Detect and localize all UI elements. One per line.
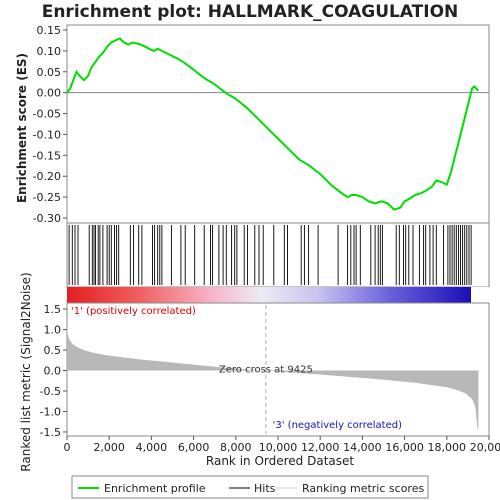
zero-cross-label: Zero cross at 9425 [219, 365, 313, 376]
es-y-tick-label: -0.10 [33, 128, 61, 141]
es-y-tick-label: -0.25 [33, 191, 61, 204]
x-tick-label: 18,000 [428, 441, 467, 454]
x-tick-label: 0 [64, 441, 71, 454]
legend-hits-label: Hits [254, 482, 276, 495]
chart-title: Enrichment plot: HALLMARK_COAGULATION [42, 2, 459, 22]
metric-y-tick-label: 0.5 [44, 344, 62, 357]
metric-y-tick-label: 1.0 [44, 324, 62, 337]
metric-y-tick-label: 0.0 [44, 365, 62, 378]
x-axis-label: Rank in Ordered Dataset [206, 454, 354, 468]
hits-panel [66, 222, 490, 288]
metric-panel: 1.5 1.0 0.5 0.0 -0.5 -1.0 -1.5 Zero cross at 9… [19, 272, 490, 472]
es-y-tick-label: -0.20 [33, 170, 61, 183]
x-tick-label: 16,000 [385, 441, 424, 454]
es-panel: 0.15 0.10 0.05 0.00 -0.05 -0.10 -0.15 -0.20 -0.2… [15, 24, 490, 225]
legend-enrichment-label: Enrichment profile [104, 482, 206, 495]
x-tick-label: 8,000 [220, 441, 252, 454]
ranking-color-bar [67, 287, 471, 303]
es-y-tick-label: 0.15 [37, 24, 62, 37]
metric-y-tick-label: -1.0 [40, 405, 61, 418]
x-tick-label: 6,000 [178, 441, 210, 454]
x-tick-label: 2,000 [93, 441, 125, 454]
x-tick-label: 4,000 [136, 441, 168, 454]
es-y-tick-label: 0.05 [37, 66, 62, 79]
metric-y-tick-label: 1.5 [44, 303, 62, 316]
x-tick-label: 10,000 [259, 441, 298, 454]
ranking-metric-area [67, 327, 479, 430]
es-y-tick-label: -0.15 [33, 149, 61, 162]
x-tick-label: 20,000 [470, 441, 500, 454]
es-y-axis-label: Enrichment score (ES) [15, 53, 29, 203]
legend-metric-label: Ranking metric scores [302, 482, 424, 495]
metric-y-axis-label: Ranked list metric (Signal2Noise) [19, 272, 33, 471]
es-y-tick-label: 0.00 [37, 87, 62, 100]
x-axis: 0 2,000 4,000 6,000 8,000 10,000 12,000 14,000 1… [64, 436, 500, 468]
positive-correlation-label: '1' (positively correlated) [71, 306, 196, 317]
negative-correlation-label: '3' (negatively correlated) [273, 420, 402, 431]
metric-y-tick-label: -1.5 [40, 426, 61, 439]
legend: Enrichment profile Hits Ranking metric s… [71, 475, 429, 499]
es-y-tick-label: -0.05 [33, 108, 61, 121]
x-tick-label: 12,000 [301, 441, 340, 454]
enrichment-profile-line [66, 37, 480, 211]
es-y-tick-label: -0.30 [33, 212, 61, 225]
es-y-tick-label: 0.10 [37, 45, 62, 58]
metric-y-tick-label: -0.5 [40, 385, 61, 398]
x-tick-label: 14,000 [343, 441, 382, 454]
